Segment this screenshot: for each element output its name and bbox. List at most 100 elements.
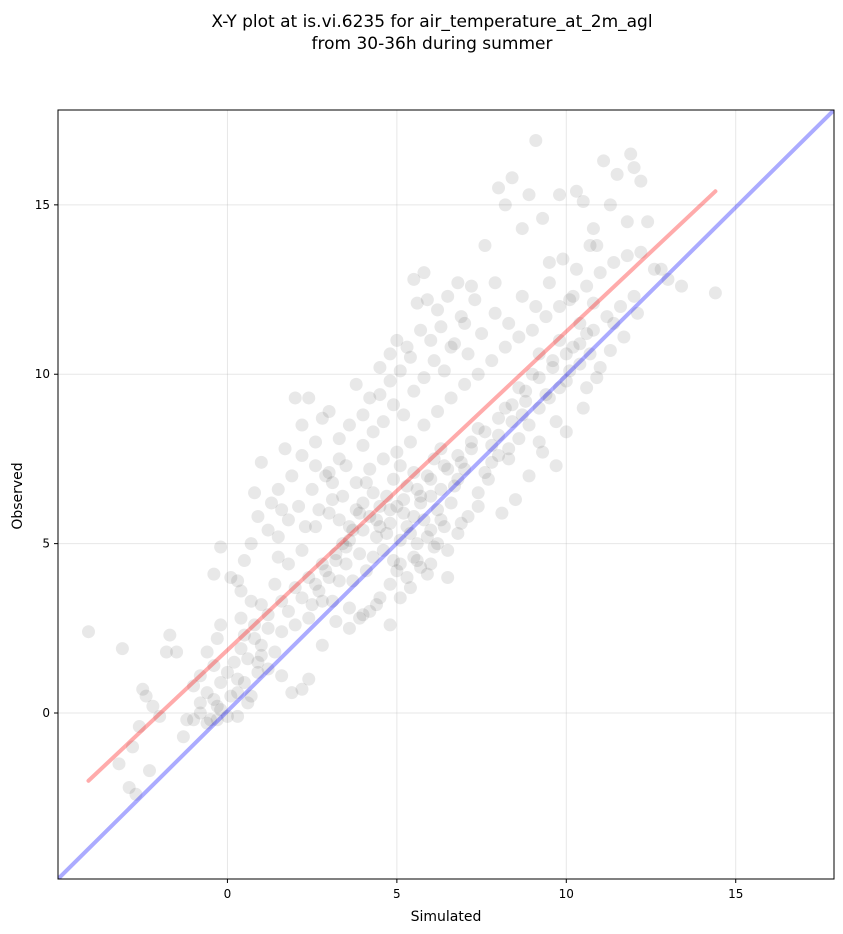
data-point bbox=[515, 408, 529, 422]
data-point bbox=[288, 581, 302, 595]
data-point bbox=[275, 625, 289, 639]
data-point bbox=[180, 713, 194, 727]
data-point bbox=[407, 550, 421, 564]
data-point bbox=[319, 469, 333, 483]
data-point bbox=[370, 513, 384, 527]
data-point bbox=[309, 520, 323, 534]
data-point bbox=[315, 638, 329, 652]
data-point bbox=[356, 608, 370, 622]
chart-title-line-1: X-Y plot at is.vi.6235 for air_temperatu… bbox=[211, 12, 652, 32]
data-point bbox=[437, 364, 451, 378]
data-point bbox=[376, 452, 390, 466]
data-point bbox=[427, 540, 441, 554]
data-point bbox=[407, 465, 421, 479]
data-point bbox=[397, 506, 411, 520]
data-point bbox=[153, 709, 167, 723]
data-point bbox=[315, 411, 329, 425]
y-tick-label: 0 bbox=[42, 706, 50, 720]
data-point bbox=[410, 482, 424, 496]
data-point bbox=[529, 299, 543, 313]
data-point bbox=[376, 415, 390, 429]
data-points bbox=[81, 133, 722, 801]
data-point bbox=[139, 689, 153, 703]
data-point bbox=[315, 557, 329, 571]
data-point bbox=[478, 239, 492, 253]
data-point bbox=[488, 276, 502, 290]
x-tick-label: 15 bbox=[728, 887, 743, 901]
data-point bbox=[112, 757, 126, 771]
y-tick-label: 5 bbox=[42, 537, 50, 551]
data-point bbox=[610, 167, 624, 181]
data-point bbox=[231, 709, 245, 723]
data-point bbox=[254, 455, 268, 469]
data-point bbox=[366, 486, 380, 500]
data-point bbox=[454, 310, 468, 324]
data-point bbox=[359, 564, 373, 578]
data-point bbox=[508, 493, 522, 507]
data-point bbox=[444, 391, 458, 405]
data-point bbox=[342, 533, 356, 547]
data-point bbox=[207, 659, 221, 673]
data-point bbox=[231, 574, 245, 588]
data-point bbox=[349, 377, 363, 391]
data-point bbox=[546, 360, 560, 374]
data-point bbox=[349, 503, 363, 517]
one-to-one-line bbox=[58, 110, 834, 879]
data-point bbox=[580, 279, 594, 293]
data-point bbox=[224, 689, 238, 703]
data-point bbox=[302, 611, 316, 625]
data-point bbox=[275, 503, 289, 517]
data-point bbox=[420, 530, 434, 544]
data-point bbox=[630, 306, 644, 320]
data-point bbox=[532, 347, 546, 361]
data-point bbox=[356, 523, 370, 537]
data-point bbox=[251, 510, 265, 524]
data-point bbox=[163, 628, 177, 642]
data-point bbox=[447, 479, 461, 493]
data-point bbox=[393, 557, 407, 571]
data-point bbox=[325, 493, 339, 507]
data-point bbox=[447, 337, 461, 351]
data-point bbox=[227, 655, 241, 669]
data-point bbox=[373, 499, 387, 513]
data-point bbox=[366, 550, 380, 564]
data-point bbox=[136, 682, 150, 696]
data-point bbox=[207, 692, 221, 706]
data-point bbox=[593, 360, 607, 374]
data-point bbox=[549, 415, 563, 429]
data-point bbox=[214, 540, 228, 554]
data-point bbox=[444, 340, 458, 354]
data-point bbox=[539, 388, 553, 402]
data-point bbox=[376, 543, 390, 557]
data-point bbox=[359, 476, 373, 490]
data-point bbox=[214, 676, 228, 690]
data-point bbox=[309, 435, 323, 449]
data-point bbox=[288, 391, 302, 405]
data-point bbox=[132, 720, 146, 734]
data-point bbox=[708, 286, 722, 300]
data-point bbox=[536, 211, 550, 225]
data-point bbox=[471, 486, 485, 500]
data-point bbox=[159, 645, 173, 659]
data-point bbox=[363, 462, 377, 476]
data-point bbox=[424, 557, 438, 571]
data-point bbox=[342, 621, 356, 635]
fit-line bbox=[86, 189, 718, 783]
data-point bbox=[431, 537, 445, 551]
data-point bbox=[353, 506, 367, 520]
data-point bbox=[200, 645, 214, 659]
data-point bbox=[302, 570, 316, 584]
data-point bbox=[275, 669, 289, 683]
data-point bbox=[346, 523, 360, 537]
data-point bbox=[559, 425, 573, 439]
grid bbox=[58, 110, 834, 879]
data-point bbox=[248, 631, 262, 645]
data-point bbox=[542, 391, 556, 405]
data-point bbox=[580, 381, 594, 395]
data-point bbox=[322, 506, 336, 520]
data-point bbox=[170, 645, 184, 659]
data-point bbox=[427, 452, 441, 466]
data-point bbox=[617, 330, 631, 344]
data-point bbox=[539, 310, 553, 324]
data-point bbox=[397, 493, 411, 507]
